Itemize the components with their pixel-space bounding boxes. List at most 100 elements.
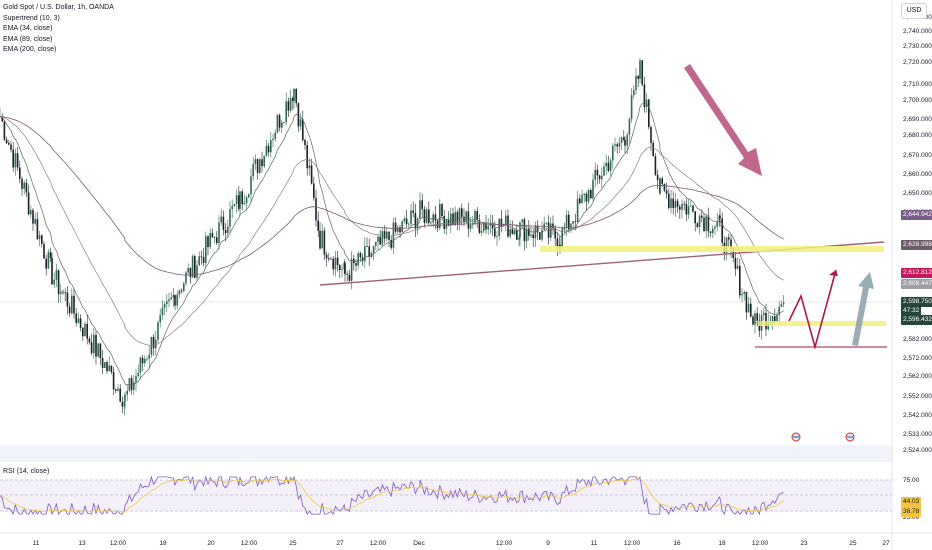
rsi-ma-line <box>0 478 784 513</box>
candle-body <box>292 97 294 102</box>
candle-body <box>227 226 229 234</box>
candle-body <box>603 166 605 176</box>
candle-body <box>674 200 677 208</box>
candle-body <box>679 206 681 210</box>
candle-body <box>771 316 774 324</box>
candle-body <box>341 269 343 271</box>
rsi-axis[interactable]: 75.00 25.00 <box>903 477 920 521</box>
candle-body <box>222 216 225 230</box>
candle-body <box>79 318 82 328</box>
candle-body <box>297 103 300 127</box>
candle-body <box>408 223 410 225</box>
price-tag: 2,628.998 <box>901 240 932 250</box>
candle-body <box>672 198 674 208</box>
resistance-zone[interactable] <box>540 246 884 252</box>
candle-body <box>176 294 178 306</box>
candle-body <box>135 376 137 383</box>
price-tag: 2,612.812 <box>901 268 932 278</box>
candle-body <box>639 60 641 79</box>
candle-body <box>556 238 559 248</box>
projection-zigzag[interactable] <box>788 269 837 351</box>
price-tag: 2,608.447 <box>901 279 932 289</box>
candle-body <box>287 101 290 111</box>
panel-separator[interactable] <box>0 445 892 462</box>
candle-body <box>692 205 694 212</box>
time-tick-label: Dec <box>413 540 425 547</box>
candle-body <box>650 127 652 143</box>
candle-body <box>207 236 209 248</box>
candle-body <box>372 245 375 253</box>
price-tag: 2,596.432 <box>901 315 932 325</box>
candle-body <box>73 295 75 314</box>
candle-body <box>652 142 654 157</box>
ema200-legend[interactable]: EMA (200, close) <box>3 46 57 53</box>
candle-body <box>43 243 45 259</box>
candle-body <box>36 218 39 240</box>
candle-body <box>412 210 414 213</box>
symbol-title[interactable]: Gold Spot / U.S. Dollar, 1h, OANDA <box>3 4 114 11</box>
candle-body <box>295 88 297 104</box>
price-tick-label: 2,720.000 <box>903 59 932 66</box>
candle-body <box>416 218 419 229</box>
candle-body <box>561 228 563 247</box>
candle-body <box>491 223 494 229</box>
time-tick-label: 13 <box>78 540 86 547</box>
candle-body <box>55 270 58 280</box>
candle-body <box>148 354 150 359</box>
down-arrow-drawing[interactable] <box>684 64 762 176</box>
candle-body <box>161 307 164 316</box>
candle-body <box>681 203 683 210</box>
supertrend-legend[interactable]: Supertrend (10, 3) <box>3 14 60 22</box>
candle-body <box>554 227 556 239</box>
candle-body <box>133 382 135 390</box>
up-arrow-drawing[interactable] <box>852 272 874 346</box>
ema34-legend[interactable]: EMA (34, close) <box>3 25 53 32</box>
us-flag-icon[interactable] <box>845 432 855 442</box>
candle-body <box>461 208 463 217</box>
candle-body <box>456 212 459 224</box>
candle-body <box>213 237 216 239</box>
candle-body <box>3 121 6 140</box>
candle-body <box>670 198 672 208</box>
candle-body <box>534 225 537 239</box>
rsi-tick-label: 75.00 <box>903 477 920 484</box>
time-tick-label: 25 <box>849 540 857 547</box>
ema-line <box>0 102 784 386</box>
candle-body <box>38 235 41 240</box>
price-tick-label: 2,660.000 <box>903 171 932 178</box>
candle-body <box>241 191 243 205</box>
candle-body <box>144 358 146 364</box>
price-tag: 2,644.942 <box>901 210 932 220</box>
candle-body <box>601 175 603 180</box>
time-axis[interactable]: 11 13 12:00 18 20 12:00 25 27 12:00 Dec 12:00 9 11 12… <box>33 540 890 547</box>
candle-body <box>419 200 421 215</box>
candle-body <box>278 115 281 128</box>
candle-body <box>137 372 139 377</box>
candle-body <box>159 315 161 323</box>
candle-body <box>220 216 222 223</box>
price-axis[interactable]: 2,750.0002,740.0002,730.0002,720.0002,71… <box>903 14 932 454</box>
candle-body <box>498 218 500 237</box>
price-tick-label: 2,740.000 <box>903 28 932 35</box>
price-tick-label: 2,524.000 <box>903 447 932 454</box>
candle-body <box>274 132 276 139</box>
candle-body <box>707 216 710 232</box>
candle-body <box>525 228 528 242</box>
candle-body <box>364 246 366 262</box>
ema89-legend[interactable]: EMA (89, close) <box>3 35 53 43</box>
candle-body <box>306 145 308 169</box>
candle-body <box>302 119 304 141</box>
candle-body <box>368 246 370 257</box>
candle-body <box>714 226 716 229</box>
candle-body <box>150 336 153 355</box>
rsi-legend[interactable]: RSI (14, close) <box>3 468 50 475</box>
us-flag-icon[interactable] <box>791 432 801 442</box>
price-tick-label: 2,710.000 <box>903 81 932 88</box>
candle-body <box>265 145 268 156</box>
candle-body <box>51 258 53 285</box>
candle-body <box>119 388 121 402</box>
currency-button[interactable]: USD <box>901 3 927 19</box>
candle-body <box>344 262 346 274</box>
candle-body <box>216 237 218 244</box>
